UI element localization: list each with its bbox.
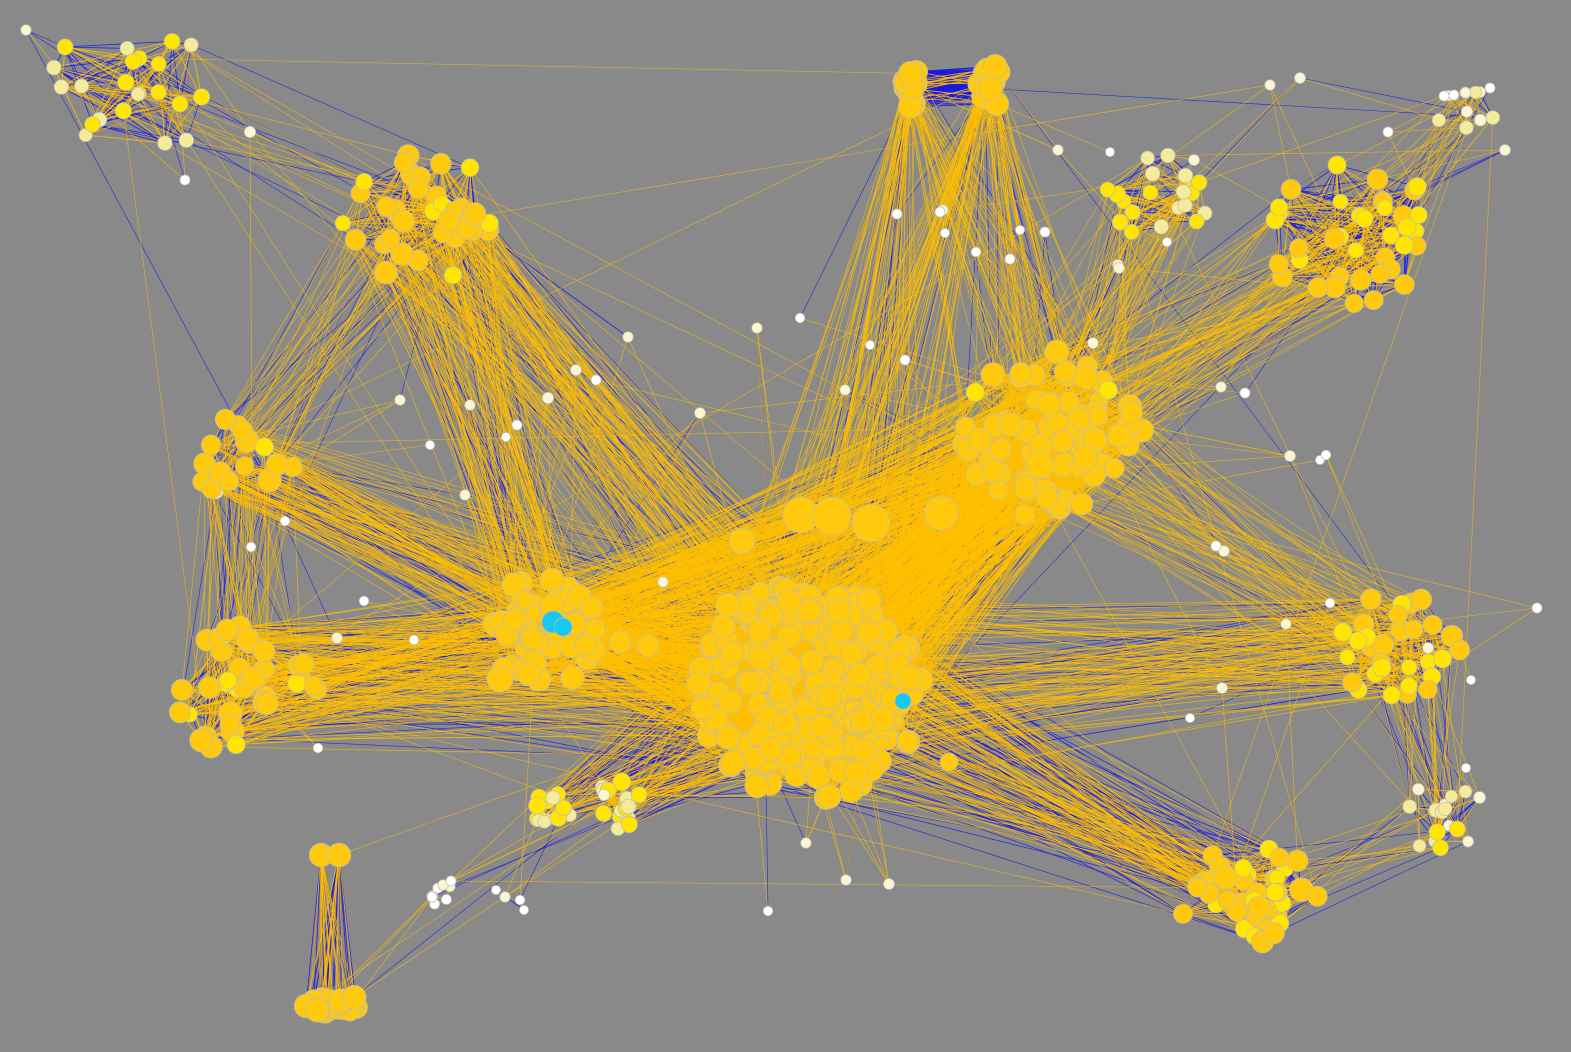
graph-edge-blue	[1273, 841, 1469, 934]
graph-edge-blue	[65, 46, 128, 49]
graph-edge-blue	[133, 61, 396, 211]
graph-edge-blue	[269, 244, 384, 481]
graph-edge-gold	[158, 44, 192, 93]
graph-edge-blue	[1198, 77, 1301, 183]
graph-edge-gold	[64, 46, 159, 93]
graph-edge-gold	[85, 134, 165, 144]
graph-edge-blue	[579, 412, 701, 598]
graph-edge-gold	[53, 40, 173, 69]
graph-edge-blue	[990, 88, 1493, 118]
graph-edge-gold	[1336, 165, 1341, 277]
graph-edge-gold	[342, 174, 412, 224]
graph-edge-blue	[892, 699, 1263, 943]
graph-edge-gold	[164, 96, 202, 144]
graph-edge-gold	[1278, 207, 1360, 217]
graph-edge-blue	[910, 73, 1087, 378]
graph-edge-blue	[92, 123, 187, 141]
graph-edge-gold	[99, 41, 173, 121]
graph-edge-blue	[1129, 423, 1225, 552]
graph-edge-gold	[138, 57, 181, 105]
graph-edge-blue	[25, 29, 239, 426]
graph-edge-gold	[81, 85, 139, 95]
graph-edge-blue	[225, 260, 419, 420]
graph-edge-gold	[1107, 157, 1148, 191]
graph-edge-blue	[81, 48, 128, 87]
graph-edge-gold	[1132, 211, 1197, 222]
graph-edge-blue	[495, 889, 525, 911]
graph-edge-blue	[64, 46, 202, 98]
graph-edge-blue	[1437, 636, 1453, 833]
graph-edge-gold	[1438, 92, 1476, 121]
graph-edge-blue	[975, 251, 996, 426]
graph-edge-blue	[61, 61, 134, 88]
graph-edge-gold	[81, 61, 134, 87]
graph-edge-gold	[1336, 165, 1362, 280]
graph-edge-blue	[1278, 164, 1338, 265]
graph-edge-blue	[1107, 155, 1169, 191]
graph-edge-blue	[984, 73, 994, 472]
graph-edge-gold	[1290, 188, 1360, 217]
graph-edge-gold	[171, 41, 203, 98]
graph-edge-gold	[1298, 247, 1381, 275]
graph-edge-blue	[158, 63, 202, 98]
graph-edge-gold	[53, 67, 87, 136]
graph-edge-gold	[85, 103, 181, 136]
graph-edge-blue	[65, 40, 173, 48]
graph-edge-gold	[132, 61, 187, 141]
graph-edge-gold	[138, 93, 166, 144]
graph-edge-blue	[92, 123, 166, 144]
graph-edge-blue	[92, 124, 365, 183]
graph-edge-blue	[1244, 287, 1319, 394]
graph-edge-blue	[331, 854, 340, 1002]
graph-edge-blue	[1397, 614, 1410, 807]
graph-edge-blue	[1033, 231, 1046, 376]
graph-edge-blue	[1212, 828, 1458, 856]
graph-edge-gold	[61, 47, 128, 88]
graph-edge-gold	[138, 44, 192, 94]
graph-edge-blue	[1278, 164, 1338, 208]
graph-edge-gold	[1152, 173, 1162, 227]
graph-edge-blue	[191, 44, 471, 168]
graph-edge-blue	[1264, 847, 1441, 923]
graph-edge-blue	[179, 491, 217, 713]
graph-edge-gold	[1278, 178, 1378, 208]
graph-edge-blue	[305, 854, 322, 1007]
graph-edge-blue	[171, 41, 181, 105]
graph-edge-gold	[1119, 157, 1149, 223]
graph-edge-blue	[852, 746, 1184, 915]
